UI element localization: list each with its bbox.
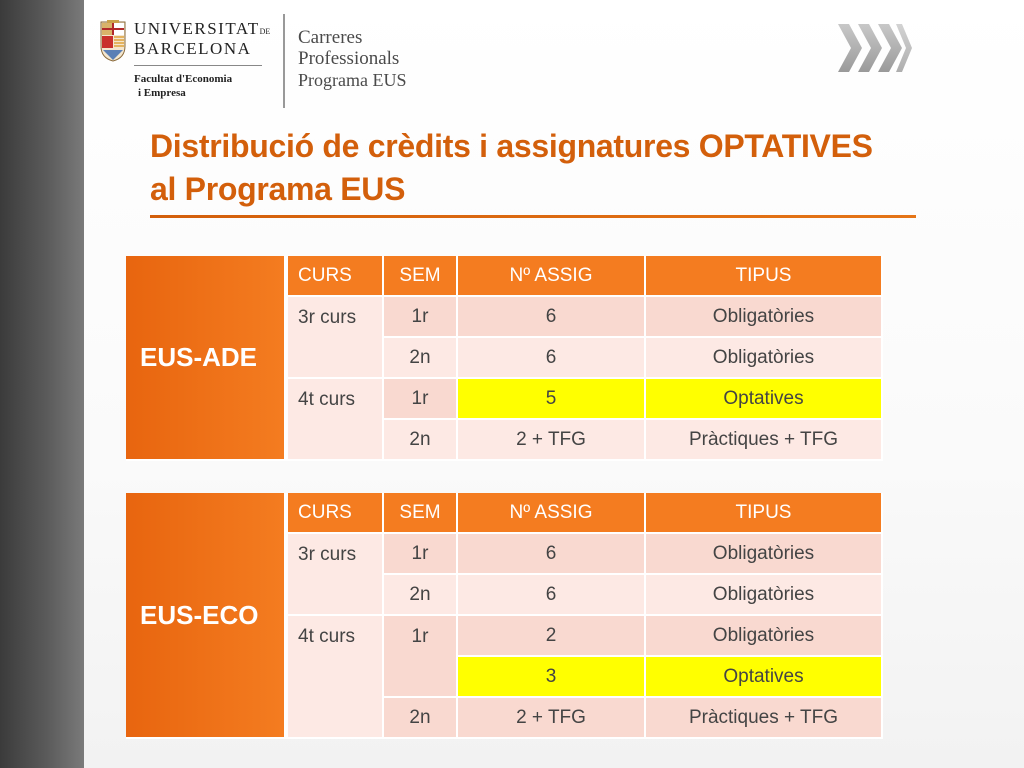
table-row: 2n 6 Obligatòries <box>126 338 883 379</box>
tipus-cell: Obligatòries <box>646 297 883 338</box>
table-header-row: EUS-ADE CURS SEM Nº ASSIG TIPUS <box>126 256 883 461</box>
assig-cell: 2 + TFG <box>458 420 646 461</box>
sem-cell: 2n <box>384 338 458 379</box>
curs-cell: 3r curs <box>288 534 384 616</box>
assig-cell: 2 + TFG <box>458 698 646 739</box>
column-header-assig: Nº ASSIG <box>458 256 646 297</box>
title-underline <box>150 215 916 218</box>
column-header-curs: CURS <box>288 493 384 534</box>
slide-title-line2: al Programa EUS <box>150 171 406 208</box>
university-name-line1: UNIVERSITAT <box>134 19 260 38</box>
program-label: EUS-ECO <box>126 493 288 739</box>
table-row: 4t curs 1r 5 Optatives <box>126 379 883 461</box>
column-header-sem: SEM <box>384 493 458 534</box>
faculty-line1: Facultat d'Economia <box>134 73 233 85</box>
sem-cell: 1r <box>384 379 458 420</box>
table-row: 2n 2 + TFG Pràctiques + TFG <box>126 420 883 461</box>
tipus-cell-highlighted: Optatives <box>646 657 883 698</box>
program-branding: Carreres Professionals Programa EUS <box>298 27 406 90</box>
column-header-assig: Nº ASSIG <box>458 493 646 534</box>
faculty-name: Facultat d'Economia i Empresa <box>134 72 232 101</box>
university-logo-text: UNIVERSITATDE BARCELONA <box>134 20 274 57</box>
sem-cell: 2n <box>384 420 458 461</box>
tipus-cell: Obligatòries <box>646 534 883 575</box>
table-row: 2n 6 Obligatòries <box>126 575 883 616</box>
column-header-tipus: TIPUS <box>646 493 883 534</box>
table-row: 3r curs 1r 6 Obligatòries <box>126 534 883 616</box>
tipus-cell: Obligatòries <box>646 575 883 616</box>
tipus-cell-highlighted: Optatives <box>646 379 883 420</box>
university-name-suffix: DE <box>259 27 271 36</box>
careers-line1: Carreres <box>298 27 363 48</box>
careers-line2: Professionals <box>298 48 400 70</box>
careers-line3: Programa EUS <box>298 69 407 90</box>
faculty-line2: i Empresa <box>138 87 186 100</box>
curs-cell: 4t curs <box>288 616 384 739</box>
sem-cell: 2n <box>384 575 458 616</box>
sem-cell: 1r <box>384 297 458 338</box>
eus-ade-table: EUS-ADE CURS SEM Nº ASSIG TIPUS 3r curs … <box>126 256 883 461</box>
program-label: EUS-ADE <box>126 256 288 461</box>
assig-cell-highlighted: 3 <box>458 657 646 698</box>
eus-eco-table: EUS-ECO CURS SEM Nº ASSIG TIPUS 3r curs … <box>126 493 883 739</box>
tipus-cell: Pràctiques + TFG <box>646 420 883 461</box>
header-divider <box>283 14 285 108</box>
curs-cell: 3r curs <box>288 297 384 379</box>
table-row: 3 Optatives <box>126 657 883 698</box>
university-shield-icon <box>100 20 126 62</box>
sem-cell: 2n <box>384 698 458 739</box>
chevrons-icon <box>838 24 912 72</box>
assig-cell: 6 <box>458 297 646 338</box>
table-row: 3r curs 1r 6 Obligatòries <box>126 297 883 379</box>
tipus-cell: Obligatòries <box>646 616 883 657</box>
tipus-cell: Pràctiques + TFG <box>646 698 883 739</box>
table-row: 2n 2 + TFG Pràctiques + TFG <box>126 698 883 739</box>
assig-cell: 6 <box>458 534 646 575</box>
table-header-row: EUS-ECO CURS SEM Nº ASSIG TIPUS <box>126 493 883 739</box>
assig-cell: 6 <box>458 575 646 616</box>
column-header-curs: CURS <box>288 256 384 297</box>
assig-cell: 6 <box>458 338 646 379</box>
sem-cell: 1r <box>384 534 458 575</box>
table-row: 4t curs 1r 2 Obligatòries <box>126 616 883 739</box>
university-name-line2: BARCELONA <box>134 39 252 58</box>
sem-cell: 1r <box>384 616 458 698</box>
slide-title: Distribució de crèdits i assignatures OP… <box>150 125 950 211</box>
left-decorative-band <box>0 0 84 768</box>
assig-cell: 2 <box>458 616 646 657</box>
column-header-sem: SEM <box>384 256 458 297</box>
assig-cell-highlighted: 5 <box>458 379 646 420</box>
logo-divider <box>134 65 262 66</box>
column-header-tipus: TIPUS <box>646 256 883 297</box>
slide-title-line1: Distribució de crèdits i assignatures OP… <box>150 128 873 164</box>
tipus-cell: Obligatòries <box>646 338 883 379</box>
curs-cell: 4t curs <box>288 379 384 461</box>
